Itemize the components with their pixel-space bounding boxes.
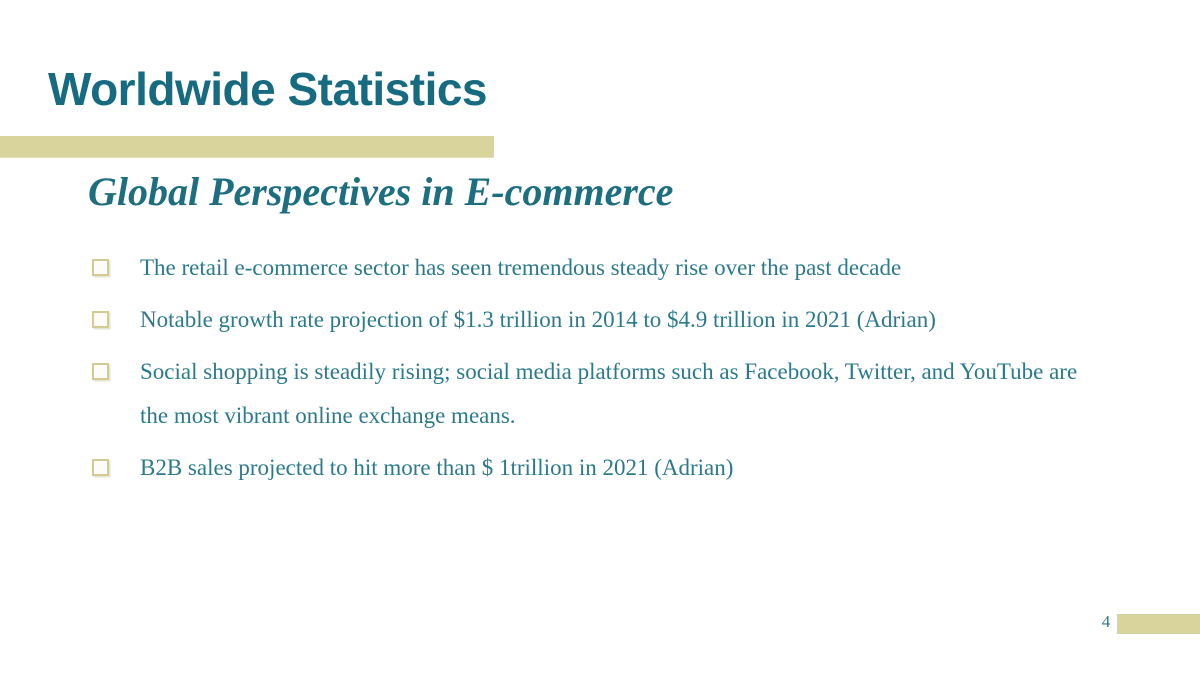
bullet-list: The retail e-commerce sector has seen tr… <box>92 246 1082 498</box>
footer-accent-bar <box>1117 614 1200 634</box>
slide-subtitle: Global Perspectives in E-commerce <box>88 169 674 214</box>
slide-title: Worldwide Statistics <box>48 63 488 115</box>
bullet-text: The retail e-commerce sector has seen tr… <box>140 255 902 280</box>
bullet-square-icon <box>92 311 109 328</box>
list-item: Notable growth rate projection of $1.3 t… <box>92 298 1082 342</box>
bullet-square-icon <box>92 259 109 276</box>
page-number: 4 <box>1101 612 1111 631</box>
list-item: Social shopping is steadily rising; soci… <box>92 350 1082 438</box>
bullet-square-icon <box>92 363 109 380</box>
list-item: The retail e-commerce sector has seen tr… <box>92 246 1082 290</box>
title-accent-bar <box>0 136 494 158</box>
list-item: B2B sales projected to hit more than $ 1… <box>92 446 1082 490</box>
bullet-text: Social shopping is steadily rising; soci… <box>140 359 1078 428</box>
bullet-text: B2B sales projected to hit more than $ 1… <box>140 455 734 480</box>
bullet-text: Notable growth rate projection of $1.3 t… <box>140 307 936 332</box>
bullet-square-icon <box>92 459 109 476</box>
